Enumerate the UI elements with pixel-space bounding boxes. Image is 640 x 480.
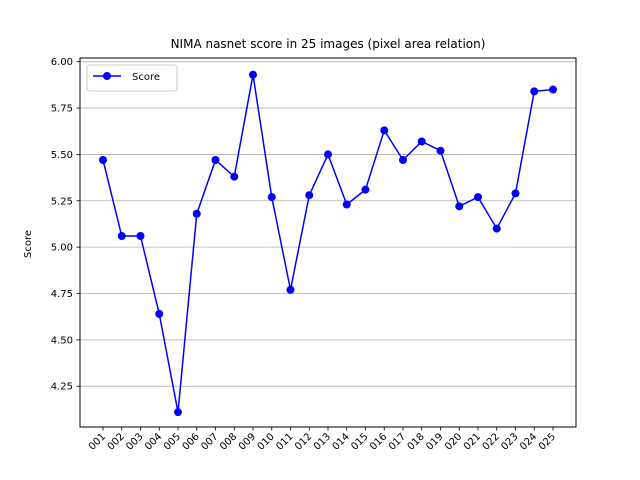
data-point — [211, 155, 220, 164]
data-point — [511, 189, 520, 198]
y-tick-label: 5.25 — [51, 196, 73, 207]
y-tick-label: 4.75 — [51, 289, 73, 300]
data-point — [230, 172, 239, 181]
data-point — [192, 209, 201, 218]
data-point — [474, 193, 482, 202]
data-point — [549, 85, 557, 94]
y-tick-label: 4.50 — [51, 335, 73, 346]
data-point — [305, 191, 314, 200]
series-group — [99, 70, 557, 417]
data-point — [267, 193, 276, 202]
data-point — [361, 185, 370, 194]
data-point — [117, 232, 126, 241]
chart-title: NIMA nasnet score in 25 images (pixel ar… — [171, 37, 486, 51]
data-point — [286, 285, 295, 294]
data-point — [342, 200, 351, 209]
y-tick-label: 4.25 — [51, 382, 73, 393]
y-axis-label: Score — [23, 230, 34, 258]
legend: Score — [86, 64, 178, 92]
data-point — [155, 309, 164, 318]
legend-label-score: Score — [132, 72, 160, 83]
y-tick-label: 5.75 — [51, 104, 73, 115]
data-point — [455, 202, 464, 211]
data-point — [380, 126, 389, 135]
legend-box — [86, 64, 178, 92]
y-tick-label: 5.50 — [51, 150, 73, 161]
data-point — [399, 155, 407, 164]
data-point — [249, 70, 257, 79]
y-tick-label: 5.00 — [51, 243, 73, 254]
legend-marker-swatch — [103, 72, 111, 80]
data-point — [136, 232, 145, 241]
y-axis: 4.25 4.50 4.75 5.00 5.25 5.50 5.75 6.00 — [51, 57, 80, 393]
data-point — [324, 150, 332, 159]
data-point — [492, 224, 501, 233]
plot-frame — [79, 57, 577, 428]
data-point — [530, 87, 539, 96]
y-tick-label: 6.00 — [51, 57, 73, 68]
data-point — [99, 155, 107, 164]
data-point — [436, 146, 445, 155]
data-point — [174, 408, 182, 417]
data-point — [417, 137, 426, 146]
